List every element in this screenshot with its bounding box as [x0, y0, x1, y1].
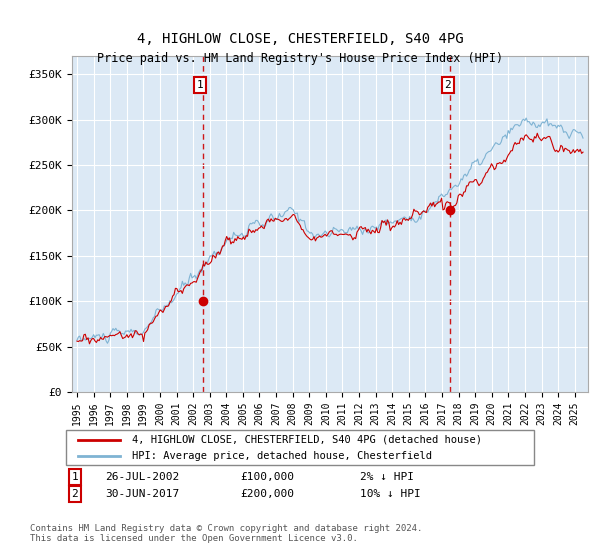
Text: 1: 1 [71, 472, 79, 482]
Text: £200,000: £200,000 [240, 489, 294, 499]
Text: 1: 1 [197, 80, 203, 90]
Text: 30-JUN-2017: 30-JUN-2017 [105, 489, 179, 499]
Text: 26-JUL-2002: 26-JUL-2002 [105, 472, 179, 482]
Text: 2% ↓ HPI: 2% ↓ HPI [360, 472, 414, 482]
Text: 2: 2 [71, 489, 79, 499]
Text: HPI: Average price, detached house, Chesterfield: HPI: Average price, detached house, Ches… [132, 451, 432, 461]
Text: 10% ↓ HPI: 10% ↓ HPI [360, 489, 421, 499]
Text: Contains HM Land Registry data © Crown copyright and database right 2024.
This d: Contains HM Land Registry data © Crown c… [30, 524, 422, 543]
Text: 4, HIGHLOW CLOSE, CHESTERFIELD, S40 4PG: 4, HIGHLOW CLOSE, CHESTERFIELD, S40 4PG [137, 32, 463, 46]
Text: 4, HIGHLOW CLOSE, CHESTERFIELD, S40 4PG (detached house): 4, HIGHLOW CLOSE, CHESTERFIELD, S40 4PG … [132, 435, 482, 445]
Text: £100,000: £100,000 [240, 472, 294, 482]
Text: Price paid vs. HM Land Registry's House Price Index (HPI): Price paid vs. HM Land Registry's House … [97, 52, 503, 66]
Text: 4, HIGHLOW CLOSE, CHESTERFIELD, S40 4PG (detached house): 4, HIGHLOW CLOSE, CHESTERFIELD, S40 4PG … [132, 435, 482, 445]
Text: HPI: Average price, detached house, Chesterfield: HPI: Average price, detached house, Ches… [132, 451, 432, 461]
Text: 2: 2 [445, 80, 451, 90]
